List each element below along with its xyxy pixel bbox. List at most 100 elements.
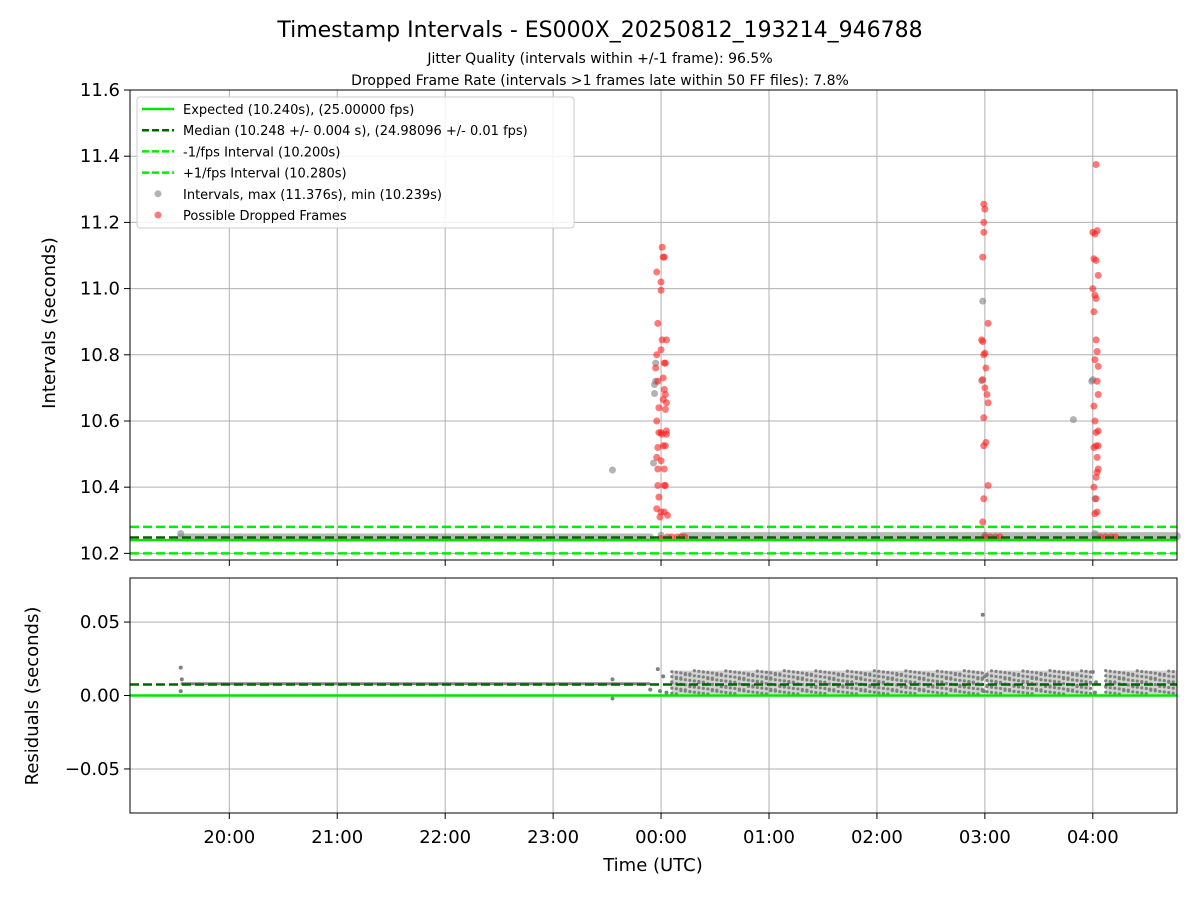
residual-point bbox=[1104, 669, 1108, 673]
residual-point bbox=[701, 691, 705, 696]
residual-point bbox=[958, 678, 962, 682]
residual-point bbox=[683, 678, 687, 682]
residual-point bbox=[1039, 678, 1043, 682]
dropped-frame-point bbox=[1089, 285, 1097, 293]
residual-point bbox=[895, 689, 899, 693]
residual-point bbox=[1140, 686, 1144, 690]
dropped-frame-point bbox=[662, 399, 670, 407]
residual-point bbox=[773, 689, 777, 693]
residual-point bbox=[980, 677, 984, 681]
residual-point bbox=[733, 686, 737, 691]
residual-point bbox=[809, 678, 813, 683]
dropped-frame-point bbox=[1091, 417, 1099, 425]
residual-point bbox=[1057, 675, 1061, 679]
dropped-frame-point bbox=[655, 493, 663, 501]
legend-swatch-marker bbox=[154, 190, 162, 198]
residual-point bbox=[976, 677, 980, 681]
residual-point bbox=[944, 682, 948, 686]
residual-point bbox=[1135, 669, 1139, 673]
x-tick-label: 01:00 bbox=[743, 827, 795, 848]
residual-point bbox=[1117, 687, 1121, 691]
residual-point bbox=[877, 669, 881, 673]
residual-point bbox=[787, 686, 791, 690]
residual-point bbox=[706, 670, 710, 675]
residual-point bbox=[697, 686, 701, 690]
residual-point bbox=[913, 670, 917, 674]
residual-point bbox=[1126, 673, 1130, 677]
residual-point bbox=[971, 670, 975, 674]
residual-point bbox=[728, 674, 732, 679]
residual-point bbox=[980, 671, 984, 675]
residual-point bbox=[1149, 688, 1153, 692]
dropped-frame-point bbox=[658, 243, 666, 251]
residual-point bbox=[998, 670, 1003, 674]
residual-point bbox=[823, 686, 827, 691]
residual-point bbox=[683, 673, 687, 677]
residual-point bbox=[737, 671, 741, 675]
residual-point bbox=[841, 679, 845, 683]
residual-point bbox=[1122, 671, 1126, 675]
residual-point bbox=[926, 673, 930, 677]
residual-point bbox=[778, 678, 782, 682]
residual-point bbox=[823, 670, 827, 674]
residual-point bbox=[1066, 671, 1070, 675]
x-tick-label: 00:00 bbox=[635, 827, 687, 848]
residual-point bbox=[949, 677, 953, 681]
residual-point bbox=[944, 670, 948, 674]
residual-point bbox=[832, 689, 836, 693]
residual-point bbox=[1048, 674, 1052, 678]
residual-point bbox=[809, 685, 813, 689]
residual-point bbox=[832, 671, 836, 675]
residual-point bbox=[904, 679, 908, 683]
residual-point bbox=[899, 678, 903, 683]
residual-point bbox=[670, 686, 674, 690]
residual-point bbox=[1126, 678, 1130, 682]
residual-point bbox=[679, 677, 683, 681]
residual-point bbox=[1122, 677, 1126, 681]
residual-point bbox=[863, 689, 867, 693]
dropped-frame-point bbox=[982, 439, 990, 446]
residual-point bbox=[1140, 681, 1144, 685]
residual-point bbox=[818, 669, 822, 674]
interval-point bbox=[177, 530, 185, 538]
residual-point bbox=[845, 685, 849, 690]
residual-point bbox=[697, 669, 701, 673]
residual-point bbox=[1052, 686, 1057, 690]
residual-point bbox=[1104, 674, 1108, 678]
residual-point bbox=[674, 670, 678, 674]
residual-point bbox=[926, 689, 930, 694]
residual-point bbox=[1108, 674, 1112, 678]
residual-point bbox=[1034, 671, 1039, 675]
dropped-frame-point bbox=[653, 417, 661, 425]
dropped-frame-point bbox=[984, 482, 992, 490]
residual-point bbox=[1057, 670, 1061, 674]
residual-point bbox=[1025, 675, 1030, 679]
residual-point bbox=[877, 691, 881, 695]
dropped-frame-point bbox=[1094, 271, 1102, 279]
residual-point bbox=[692, 690, 696, 694]
residual-point bbox=[1117, 677, 1121, 681]
residual-point bbox=[814, 669, 818, 673]
residual-point bbox=[679, 671, 683, 675]
residual-point bbox=[737, 688, 741, 692]
residual-point bbox=[895, 673, 899, 677]
residual-point bbox=[922, 671, 926, 675]
top-y-axis-label: Intervals (seconds) bbox=[39, 237, 60, 409]
residual-point bbox=[1153, 671, 1157, 675]
residual-point bbox=[706, 677, 710, 681]
dropped-frame-point bbox=[657, 346, 665, 354]
residual-point bbox=[1007, 671, 1012, 675]
residual-point bbox=[1122, 689, 1126, 693]
residual-point bbox=[742, 671, 746, 675]
residual-point bbox=[998, 686, 1003, 691]
residual-point bbox=[881, 670, 885, 674]
residual-point bbox=[701, 675, 705, 679]
residual-point bbox=[1084, 669, 1088, 673]
residual-point bbox=[1021, 680, 1025, 684]
x-tick-label: 20:00 bbox=[203, 827, 255, 848]
dropped-frame-point bbox=[981, 349, 989, 357]
residual-point bbox=[1003, 670, 1007, 675]
residual-point bbox=[1135, 679, 1139, 683]
residual-point bbox=[926, 678, 930, 682]
residual-point bbox=[1079, 674, 1084, 678]
